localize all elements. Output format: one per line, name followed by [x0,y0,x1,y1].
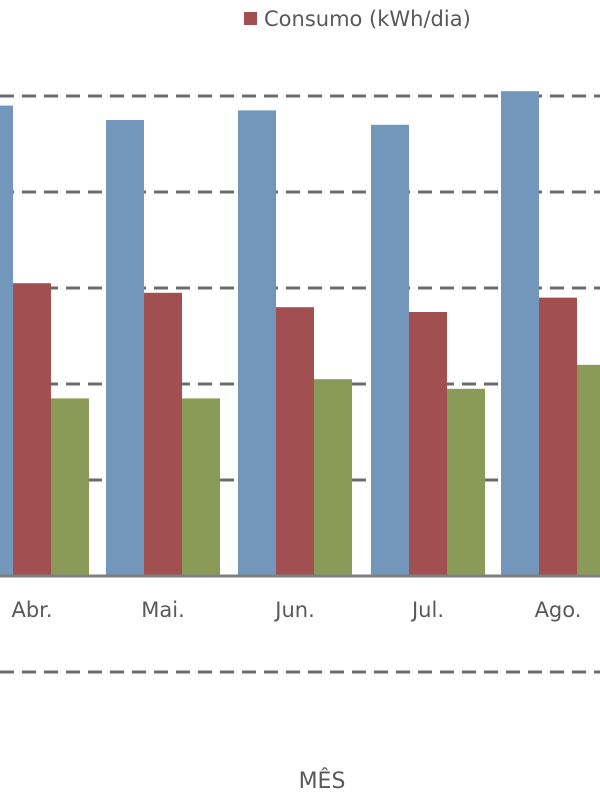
bar-jun-series-3 [314,379,352,576]
bar-jul-series-1 [371,124,409,577]
bar-ago-series-2 [539,297,577,576]
legend: Consumo (kWh/dia) [244,7,471,31]
bar-jun-series-1 [238,110,276,577]
x-tick-label: Abr. [11,598,52,622]
x-axis-title: MÊS [299,768,346,794]
x-tick-label: Jun. [273,598,315,622]
bar-jun-series-2 [276,307,314,576]
bar-mai-series-3 [182,398,220,576]
bar-abr-series-2 [13,283,51,576]
x-tick-labels: Abr. Mai. Jun. Jul. Ago. [11,598,581,622]
bar-abr-series-3 [51,398,89,576]
bar-jul-series-2 [409,312,447,576]
legend-swatch-consumo [244,12,257,25]
bar-ago-series-3 [577,364,600,576]
bars [0,91,600,577]
legend-label-consumo: Consumo (kWh/dia) [264,7,471,31]
x-tick-label: Ago. [535,598,582,622]
bar-ago-series-1 [501,91,539,576]
x-tick-label: Jul. [410,598,444,622]
bar-jul-series-3 [447,388,485,576]
x-tick-label: Mai. [141,598,185,622]
bar-mai-series-1 [106,120,144,576]
bar-mai-series-2 [144,292,182,576]
bar-abr-series-1 [0,105,13,576]
